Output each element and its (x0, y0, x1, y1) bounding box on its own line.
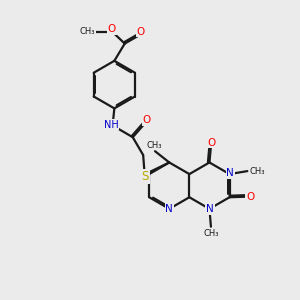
Text: O: O (137, 27, 145, 37)
Text: O: O (207, 138, 216, 148)
Text: N: N (165, 204, 173, 214)
Text: O: O (142, 115, 151, 125)
Text: N: N (226, 169, 234, 178)
Text: CH₃: CH₃ (80, 27, 95, 36)
Text: O: O (246, 192, 254, 202)
Text: S: S (142, 170, 149, 183)
Text: O: O (108, 24, 116, 34)
Text: CH₃: CH₃ (249, 167, 265, 176)
Text: CH₃: CH₃ (147, 141, 162, 150)
Text: N: N (206, 204, 214, 214)
Text: NH: NH (104, 120, 119, 130)
Text: CH₃: CH₃ (203, 229, 219, 238)
